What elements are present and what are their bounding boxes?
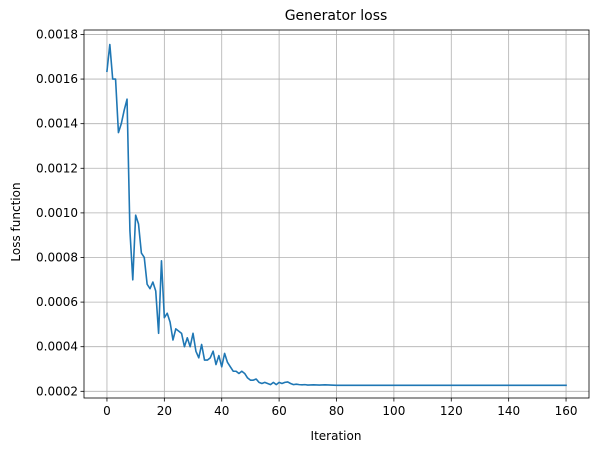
x-axis-ticks: 0 20 40 60 80 100 120 140 160 bbox=[103, 398, 577, 418]
grid bbox=[84, 30, 589, 398]
x-axis-label: Iteration bbox=[311, 429, 362, 443]
y-tick-label: 0.0008 bbox=[36, 250, 78, 264]
y-tick-label: 0.0018 bbox=[36, 27, 78, 41]
x-tick-label: 160 bbox=[555, 404, 578, 418]
x-tick-label: 120 bbox=[440, 404, 463, 418]
x-tick-label: 20 bbox=[157, 404, 172, 418]
x-tick-label: 60 bbox=[271, 404, 286, 418]
y-axis-label: Loss function bbox=[9, 182, 23, 261]
y-tick-label: 0.0006 bbox=[36, 295, 78, 309]
y-tick-label: 0.0014 bbox=[36, 117, 78, 131]
y-tick-label: 0.0016 bbox=[36, 72, 78, 86]
x-tick-label: 80 bbox=[329, 404, 344, 418]
x-tick-label: 0 bbox=[103, 404, 111, 418]
x-tick-label: 140 bbox=[497, 404, 520, 418]
series-line-0 bbox=[106, 43, 567, 387]
y-tick-label: 0.0004 bbox=[36, 340, 78, 354]
y-axis-ticks: 0.0002 0.0004 0.0006 0.0008 0.0010 0.0012 0.00… bbox=[36, 27, 84, 398]
y-tick-label: 0.0010 bbox=[36, 206, 78, 220]
x-tick-label: 40 bbox=[214, 404, 229, 418]
y-tick-label: 0.0012 bbox=[36, 161, 78, 175]
chart-title: Generator loss bbox=[285, 8, 388, 24]
series-layer bbox=[106, 43, 567, 387]
x-tick-label: 100 bbox=[382, 404, 405, 418]
y-tick-label: 0.0002 bbox=[36, 384, 78, 398]
